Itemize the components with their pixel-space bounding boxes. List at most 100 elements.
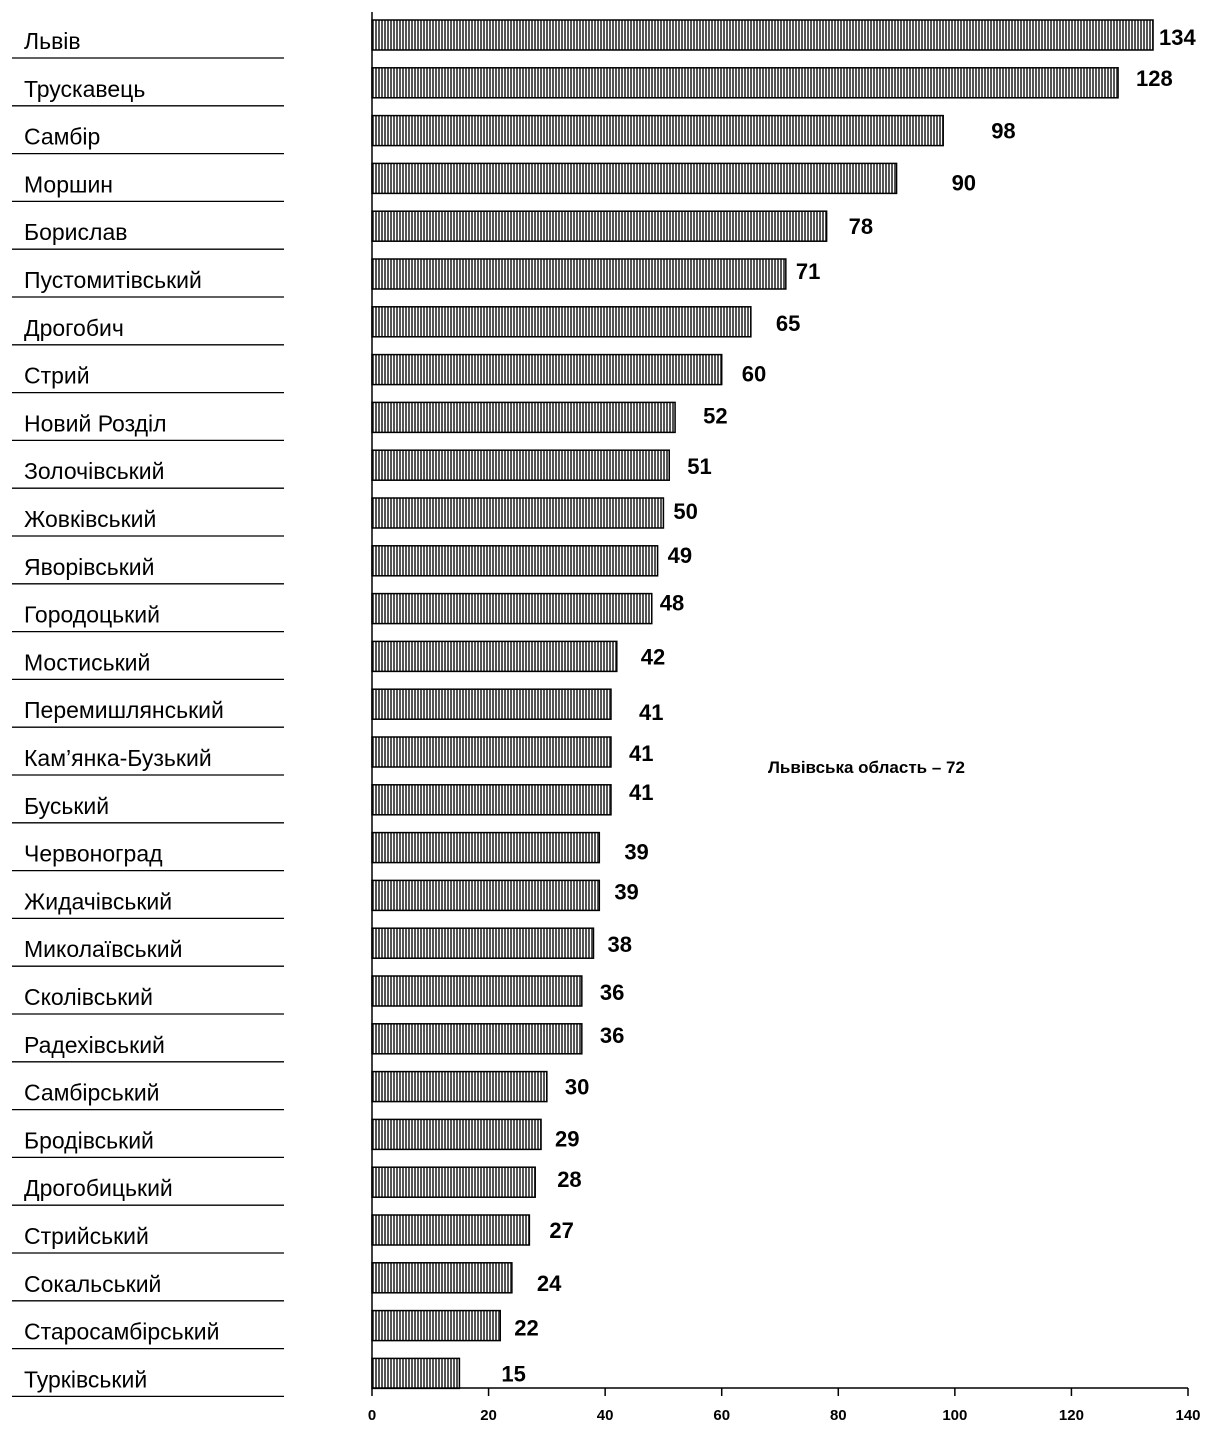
category-label-row-2: Трускавець xyxy=(24,76,145,102)
category-label-row-10: Золочівський xyxy=(24,458,164,484)
category-label-row-5: Борислав xyxy=(24,219,127,245)
value-label-row-22: 36 xyxy=(600,1023,624,1048)
value-label-row-17: 41 xyxy=(629,780,653,805)
bar-row-23 xyxy=(371,1070,548,1103)
value-label-row-8: 60 xyxy=(742,362,766,387)
value-label-row-24: 29 xyxy=(555,1126,579,1151)
category-label-row-18: Червоноград xyxy=(24,841,163,867)
bar-row-11 xyxy=(371,497,665,529)
value-label-row-26: 27 xyxy=(549,1218,573,1243)
bar-row-25 xyxy=(371,1166,536,1198)
category-label-row-25: Дрогобицький xyxy=(24,1175,173,1201)
value-label-row-1: 134 xyxy=(1159,25,1196,50)
value-labels: 134 128 98 90 78 71 65 60 52 51 50 49 48 42 41 41 41 39 39… xyxy=(501,25,1196,1386)
bar-row-19 xyxy=(371,879,601,912)
value-label-row-15: 41 xyxy=(639,700,663,725)
bar-row-22 xyxy=(371,1023,583,1055)
bar-row-28 xyxy=(371,1309,501,1342)
value-label-row-27: 24 xyxy=(537,1271,562,1296)
bar-row-3 xyxy=(371,114,944,147)
category-label-row-8: Стрий xyxy=(24,363,90,389)
category-label-row-16: Кам’янка-Бузький xyxy=(24,745,212,771)
value-label-row-16: 41 xyxy=(629,741,653,766)
value-label-row-23: 30 xyxy=(565,1075,589,1100)
category-label-row-28: Старосамбірський xyxy=(24,1319,219,1345)
value-label-row-3: 98 xyxy=(991,119,1015,144)
bar-row-12 xyxy=(371,545,659,577)
category-label-row-19: Жидачівський xyxy=(24,888,172,914)
category-label-row-26: Стрийський xyxy=(24,1223,149,1249)
value-label-row-4: 90 xyxy=(952,170,976,195)
category-label-row-13: Городоцький xyxy=(24,602,160,628)
category-label-row-4: Моршин xyxy=(24,171,113,197)
category-label-row-20: Миколаївський xyxy=(24,936,182,962)
category-label-row-27: Сокальський xyxy=(24,1271,161,1297)
value-label-row-20: 38 xyxy=(607,932,631,957)
x-tick-label-80: 80 xyxy=(830,1407,847,1424)
bar-row-13 xyxy=(371,592,653,625)
bar-row-9 xyxy=(371,401,676,434)
category-label-row-9: Новий Розділ xyxy=(24,410,167,436)
value-label-row-12: 49 xyxy=(668,543,692,568)
value-label-row-28: 22 xyxy=(514,1316,538,1341)
value-label-row-13: 48 xyxy=(660,591,684,616)
x-axis: 0 20 40 60 80 100 120 140 xyxy=(368,12,1201,1424)
category-label-row-11: Жовківський xyxy=(24,506,156,532)
bar-row-4 xyxy=(371,162,898,195)
x-tick-label-0: 0 xyxy=(368,1407,376,1424)
category-label-row-23: Самбірський xyxy=(24,1080,160,1106)
region-average-annotation: Львівська область – 72 xyxy=(768,758,965,777)
category-label-row-17: Буський xyxy=(24,793,109,819)
bar-row-2 xyxy=(371,67,1119,99)
value-label-row-11: 50 xyxy=(673,499,697,524)
value-label-row-29: 15 xyxy=(501,1361,525,1386)
category-label-row-22: Радехівський xyxy=(24,1032,165,1058)
bar-row-21 xyxy=(371,975,583,1007)
category-label-row-29: Турківський xyxy=(24,1366,147,1392)
bar-row-6 xyxy=(371,258,787,290)
bar-row-24 xyxy=(371,1118,542,1151)
value-label-row-18: 39 xyxy=(624,840,648,865)
value-label-row-19: 39 xyxy=(614,879,638,904)
bars xyxy=(371,19,1154,1390)
bar-row-26 xyxy=(371,1214,531,1246)
bar-row-18 xyxy=(371,831,601,864)
category-label-row-3: Самбір xyxy=(24,124,100,150)
x-tick-label-140: 140 xyxy=(1175,1407,1200,1424)
category-label-row-12: Яворівський xyxy=(24,554,154,580)
value-label-row-10: 51 xyxy=(687,454,711,479)
category-label-row-14: Мостиський xyxy=(24,649,150,675)
bar-row-5 xyxy=(371,210,828,242)
bar-row-7 xyxy=(371,306,752,338)
x-tick-label-120: 120 xyxy=(1059,1407,1084,1424)
bar-row-14 xyxy=(371,640,618,673)
category-label-row-24: Бродівський xyxy=(24,1127,154,1153)
bar-row-20 xyxy=(371,927,595,959)
category-label-row-1: Львів xyxy=(24,28,81,54)
bar-row-17 xyxy=(371,784,612,816)
value-label-row-7: 65 xyxy=(776,311,800,336)
bar-row-16 xyxy=(371,736,612,768)
category-label-row-7: Дрогобич xyxy=(24,315,124,341)
x-tick-label-100: 100 xyxy=(942,1407,967,1424)
category-label-row-15: Перемишлянський xyxy=(24,697,224,723)
x-tick-label-60: 60 xyxy=(713,1407,730,1424)
value-label-row-25: 28 xyxy=(557,1167,581,1192)
x-tick-label-20: 20 xyxy=(480,1407,497,1424)
bar-row-27 xyxy=(371,1262,513,1294)
bar-row-10 xyxy=(371,449,671,481)
category-label-row-21: Сколівський xyxy=(24,984,153,1010)
category-label-row-6: Пустомитівський xyxy=(24,267,202,293)
x-tick-label-40: 40 xyxy=(597,1407,614,1424)
category-labels: Львів Трускавець Самбір Моршин Борислав Пусто… xyxy=(12,28,284,1398)
bar-row-8 xyxy=(371,353,723,386)
bar-row-29 xyxy=(371,1357,461,1390)
bar-row-15 xyxy=(371,688,612,720)
bar-row-1 xyxy=(371,19,1154,51)
value-label-row-2: 128 xyxy=(1136,66,1173,91)
value-label-row-5: 78 xyxy=(849,214,873,239)
value-label-row-6: 71 xyxy=(796,259,820,284)
value-label-row-9: 52 xyxy=(703,403,727,428)
value-label-row-21: 36 xyxy=(600,980,624,1005)
